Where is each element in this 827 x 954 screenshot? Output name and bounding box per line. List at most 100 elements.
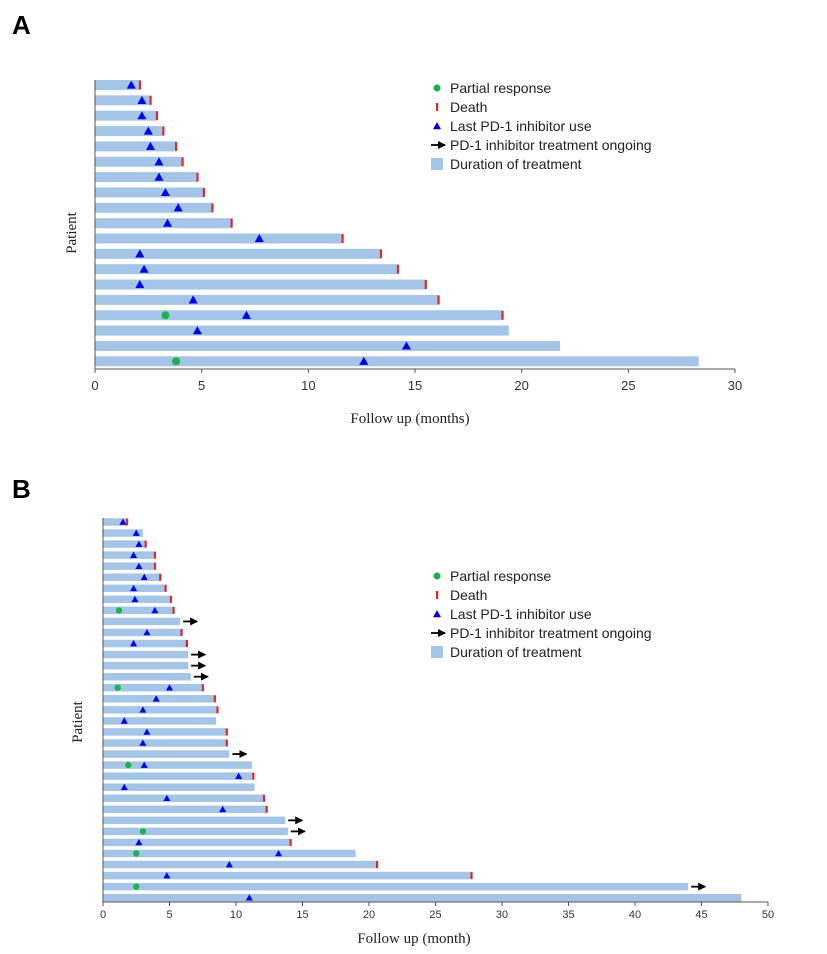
- legend-label-death: Death: [450, 99, 487, 115]
- legend-duration-swatch: [431, 158, 443, 170]
- duration-bar: [103, 706, 218, 714]
- death-marker: [213, 695, 216, 703]
- last-pd1-marker: [188, 295, 198, 304]
- last-pd1-marker: [235, 772, 243, 779]
- legend-last-pd1-icon: [433, 610, 441, 618]
- legend-partial-response-icon: [433, 84, 441, 92]
- last-pd1-marker: [135, 540, 143, 547]
- duration-bar: [103, 684, 203, 692]
- death-marker: [175, 141, 178, 151]
- duration-bar: [95, 218, 232, 229]
- last-pd1-marker: [137, 95, 147, 104]
- duration-bar: [103, 750, 230, 758]
- duration-bar: [103, 595, 171, 604]
- partial-response-marker: [133, 883, 140, 890]
- duration-bar: [95, 80, 140, 90]
- duration-bar: [95, 264, 398, 275]
- y-axis-title: Patient: [64, 211, 80, 253]
- last-pd1-marker: [119, 518, 127, 525]
- last-pd1-marker: [151, 606, 159, 614]
- death-marker: [162, 126, 165, 136]
- last-pd1-marker: [152, 695, 160, 702]
- death-marker: [289, 838, 292, 846]
- death-marker: [225, 739, 228, 747]
- last-pd1-marker: [166, 684, 173, 691]
- legend-label-death: Death: [450, 587, 487, 603]
- last-pd1-marker: [225, 861, 233, 868]
- last-pd1-marker: [139, 264, 149, 273]
- death-marker: [159, 573, 162, 581]
- duration-bar: [103, 529, 143, 537]
- last-pd1-marker: [173, 203, 183, 212]
- last-pd1-marker: [139, 706, 147, 713]
- x-tick-label: 30: [728, 378, 742, 393]
- duration-bar: [103, 838, 291, 847]
- last-pd1-marker: [135, 280, 145, 289]
- death-marker: [153, 551, 157, 559]
- x-tick-label: 50: [762, 909, 774, 921]
- last-pd1-marker: [254, 234, 264, 243]
- legend-partial-response-icon: [433, 572, 441, 580]
- legend-death-icon: [436, 591, 439, 599]
- last-pd1-marker: [120, 717, 128, 724]
- last-pd1-marker: [130, 551, 138, 558]
- duration-bar: [103, 562, 155, 570]
- last-pd1-marker: [192, 326, 202, 335]
- partial-response-marker: [161, 311, 170, 320]
- death-marker: [252, 772, 255, 780]
- last-pd1-marker: [135, 562, 143, 569]
- partial-response-marker: [172, 357, 181, 366]
- last-pd1-marker: [143, 126, 153, 135]
- duration-bar: [95, 310, 503, 321]
- legend-last-pd1-icon: [433, 122, 441, 130]
- duration-bar: [103, 639, 187, 648]
- last-pd1-marker: [130, 584, 138, 592]
- duration-bar: [103, 617, 181, 626]
- duration-bar: [95, 95, 151, 106]
- death-marker: [125, 518, 129, 526]
- death-marker: [196, 172, 199, 182]
- death-marker: [185, 640, 188, 648]
- duration-bar: [95, 187, 204, 198]
- x-tick-label: 10: [301, 378, 315, 393]
- partial-response-marker: [133, 850, 140, 857]
- legend-label-partial-response: Partial response: [450, 568, 551, 584]
- death-marker: [379, 249, 383, 259]
- last-pd1-marker: [359, 356, 369, 365]
- duration-bar: [103, 871, 472, 880]
- death-marker: [155, 111, 159, 121]
- partial-response-marker: [139, 828, 147, 835]
- duration-bar: [103, 827, 288, 836]
- x-tick-label: 45: [695, 909, 707, 921]
- duration-bar: [95, 294, 439, 305]
- last-pd1-marker: [130, 640, 138, 647]
- death-marker: [181, 157, 184, 167]
- duration-bar: [95, 340, 561, 351]
- death-marker: [169, 595, 173, 603]
- x-tick-label: 25: [429, 909, 441, 921]
- duration-bar: [103, 661, 189, 670]
- death-marker: [180, 629, 183, 636]
- duration-bar: [103, 772, 254, 780]
- death-marker: [341, 234, 344, 243]
- last-pd1-marker: [241, 310, 251, 319]
- panel-label-b: B: [12, 474, 31, 504]
- duration-bar: [103, 816, 286, 825]
- duration-bar: [103, 882, 689, 891]
- legend-label-duration: Duration of treatment: [450, 644, 582, 660]
- death-marker: [211, 203, 214, 213]
- death-marker: [225, 728, 228, 736]
- death-marker: [149, 95, 152, 105]
- panel-label-a: A: [12, 10, 31, 40]
- legend-label-last-pd1: Last PD-1 inhibitor use: [450, 606, 592, 622]
- legend-death-icon: [436, 103, 439, 111]
- x-axis-title: Follow up (month): [357, 931, 470, 947]
- legend-label-partial-response: Partial response: [450, 80, 551, 96]
- death-marker: [201, 684, 204, 692]
- death-marker: [265, 805, 268, 813]
- death-marker: [470, 872, 473, 880]
- last-pd1-marker: [135, 249, 145, 258]
- last-pd1-marker: [137, 111, 147, 120]
- duration-bar: [95, 172, 198, 183]
